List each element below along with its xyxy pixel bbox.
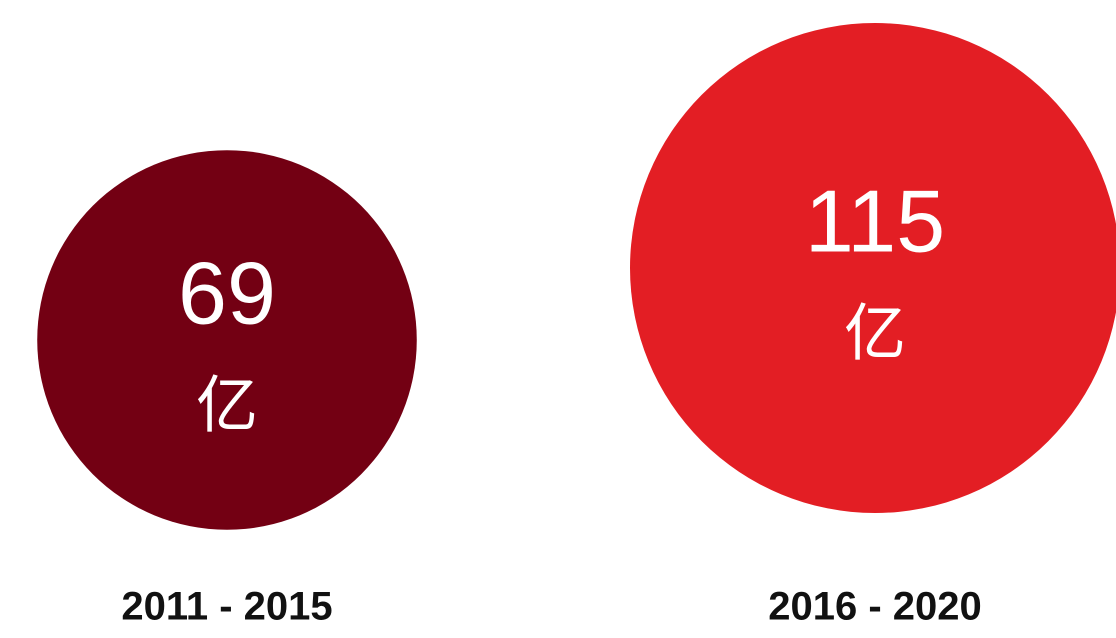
category-label: 2011 - 2015 — [121, 585, 332, 629]
bubble-value: 69 — [178, 243, 276, 342]
bubble-unit: 亿 — [196, 371, 258, 440]
category-label: 2016 - 2020 — [768, 585, 982, 629]
bubble-unit: 亿 — [844, 299, 906, 368]
bubble — [630, 23, 1116, 513]
bubble-value: 115 — [805, 171, 945, 270]
bubble — [37, 150, 417, 530]
